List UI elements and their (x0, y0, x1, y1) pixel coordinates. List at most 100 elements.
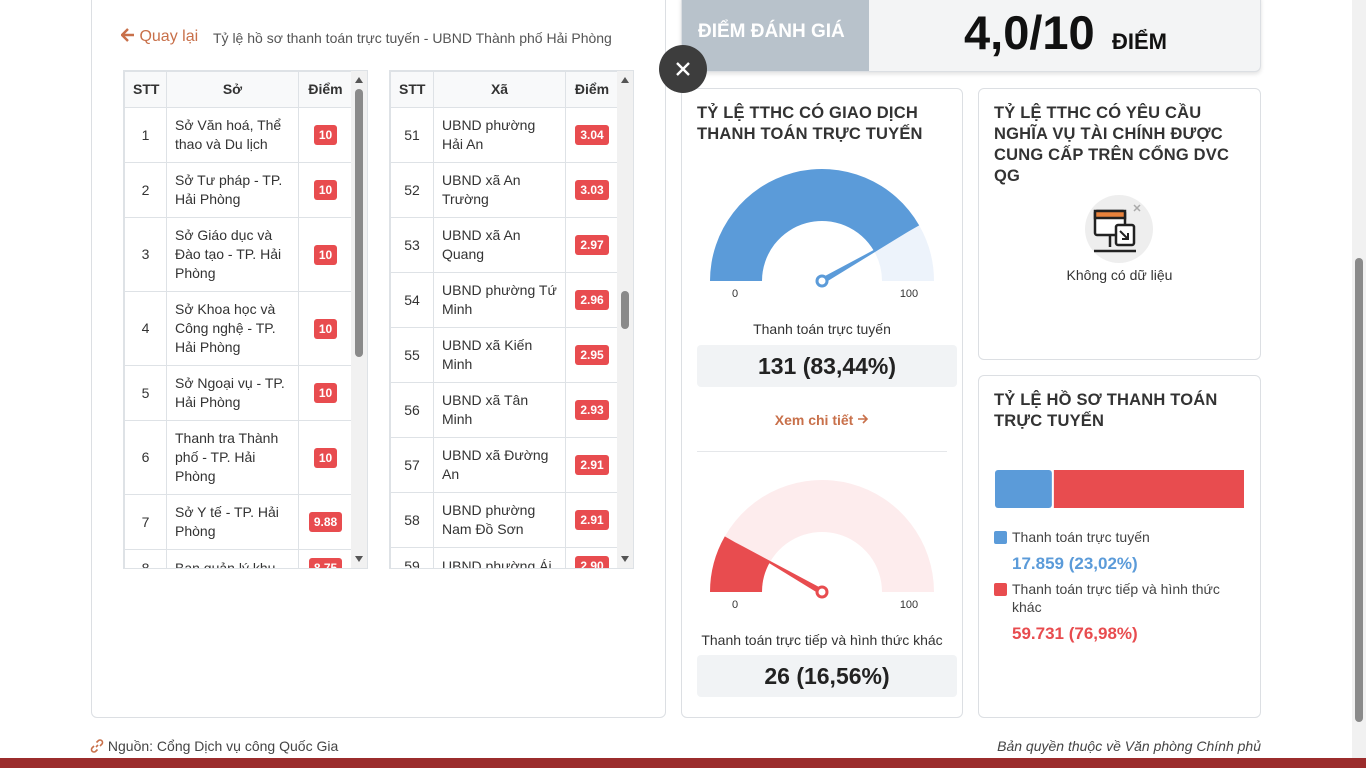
score-badge: 2.95 (575, 345, 609, 365)
name-cell: UBND phường Ái (433, 547, 566, 568)
table-body: 51 UBND phường Hải An 3.04 52 UBND xã An Trư… (390, 107, 619, 568)
stt-cell: 7 (124, 494, 167, 550)
score-cell: 10 (298, 162, 353, 218)
name-cell: UBND xã An Trường (433, 162, 566, 218)
score-cell: 10 (298, 420, 353, 495)
bottom-bar (0, 758, 1366, 768)
score-cell: 2.91 (565, 437, 619, 493)
gauge-value: 131 (83,44%) (697, 345, 957, 387)
score-badge: 10 (313, 447, 338, 468)
table-row: 8 Ban quản lý khu 8.75 (124, 549, 353, 568)
table-xa: STT Xã Điểm 51 UBND phường Hải An 3.04 52 UBND … (389, 70, 634, 569)
card-title: TỶ LỆ TTHC CÓ GIAO DỊCH THANH TOÁN TRỰC … (697, 104, 923, 143)
detail-link[interactable]: Xem chi tiết (682, 412, 962, 428)
score-cell: 10 (298, 365, 353, 421)
score-badge: 10 (313, 244, 338, 265)
table-head: STT Sở Điểm (124, 71, 353, 108)
table-body: 1 Sở Văn hoá, Thể thao và Du lịch 10 2 Sở Tư… (124, 107, 353, 568)
score-cell: 10 (298, 291, 353, 366)
table-row: 54 UBND phường Tứ Minh 2.96 (390, 272, 619, 328)
score-value: 4,0/10 (964, 6, 1095, 59)
close-button[interactable] (659, 45, 707, 93)
name-cell: UBND xã Tân Minh (433, 382, 566, 438)
score-cell: 10 (298, 107, 353, 163)
scrollbar (351, 71, 367, 568)
score-badge: 2.90 (575, 556, 609, 568)
score-badge: 2.93 (575, 400, 609, 420)
stt-cell: 8 (124, 549, 167, 568)
name-cell: UBND xã Đường An (433, 437, 566, 493)
legend-value: 59.731 (76,98%) (1012, 624, 1138, 643)
score-badge: 3.04 (575, 125, 609, 145)
arrow-icon (858, 414, 869, 424)
score-badge: 2.96 (575, 290, 609, 310)
name-cell: Sở Văn hoá, Thể thao và Du lịch (166, 107, 299, 163)
card-ratio (978, 375, 1261, 718)
scrollbar (617, 71, 633, 568)
header-cell: STT (390, 71, 434, 108)
score-cell: 2.97 (565, 217, 619, 273)
legend-swatch (994, 583, 1007, 596)
header-cell: Điểm (298, 71, 353, 108)
score-cell: 10 (298, 217, 353, 292)
header-row: STT Xã Điểm (390, 71, 619, 108)
stt-cell: 54 (390, 272, 434, 328)
score-badge: 8.75 (308, 558, 343, 568)
detail-link-text: Xem chi tiết (774, 412, 854, 428)
stt-cell: 56 (390, 382, 434, 438)
name-cell: Sở Tư pháp - TP. Hải Phòng (166, 162, 299, 218)
empty-icon (1085, 195, 1153, 263)
header-cell: STT (124, 71, 167, 108)
name-cell: UBND xã Kiến Minh (433, 327, 566, 383)
table: STT Sở Điểm 1 Sở Văn hoá, Thể thao và Du lịc… (124, 71, 353, 568)
divider (697, 451, 947, 452)
card-title: TỶ LỆ TTHC CÓ YÊU CẦU NGHĨA VỤ TÀI CHÍNH… (994, 104, 1230, 185)
back-text: Quay lại (139, 28, 199, 45)
page-scrollbar (1352, 0, 1366, 758)
card-online (681, 88, 963, 718)
stt-cell: 59 (390, 547, 434, 568)
score-badge: 9.88 (308, 512, 343, 532)
legend-value: 17.859 (23,02%) (1012, 554, 1138, 573)
score-badge: 10 (313, 125, 338, 145)
stt-cell: 55 (390, 327, 434, 383)
score-cell: 3.03 (565, 162, 619, 218)
score-badge: 10 (313, 318, 338, 339)
header-row: STT Sở Điểm (124, 71, 353, 108)
legend-item: Thanh toán trực tuyến 17.859 (23,02%) (994, 528, 1244, 574)
stt-cell: 52 (390, 162, 434, 218)
card-title: TỶ LỆ HỒ SƠ THANH TOÁN TRỰC TUYẾN (994, 391, 1218, 430)
source-text: Nguồn: Cổng Dịch vụ công Quốc Gia (107, 738, 339, 754)
name-cell: Sở Ngoại vụ - TP. Hải Phòng (166, 365, 299, 421)
scroll-arrows (355, 77, 363, 562)
table-row: 2 Sở Tư pháp - TP. Hải Phòng 10 (124, 162, 353, 218)
breadcrumb: Tỷ lệ hồ sơ thanh toán trực tuyến - UBND… (213, 30, 612, 46)
table-so: STT Sở Điểm 1 Sở Văn hoá, Thể thao và Du lịc… (123, 70, 368, 569)
stt-cell: 4 (124, 291, 167, 366)
score-cell: 9.88 (298, 494, 353, 550)
score-badge: 2.97 (575, 235, 609, 255)
gauge-label: Thanh toán trực tuyến (753, 321, 891, 337)
scroll-thumb[interactable] (1355, 258, 1363, 722)
scroll-arrows (621, 77, 629, 562)
stt-cell: 2 (124, 162, 167, 218)
table-row: 58 UBND phường Nam Đồ Sơn 2.91 (390, 492, 619, 548)
score-cell: 2.96 (565, 272, 619, 328)
table-row: 56 UBND xã Tân Minh 2.93 (390, 382, 619, 438)
table-row: 52 UBND xã An Trường 3.03 (390, 162, 619, 218)
score-cell: 2.90 (565, 547, 619, 568)
stt-cell: 6 (124, 420, 167, 495)
name-cell: Thanh tra Thành phố - TP. Hải Phòng (166, 420, 299, 495)
stt-cell: 3 (124, 217, 167, 292)
score-cell: 2.91 (565, 492, 619, 548)
table-row: 6 Thanh tra Thành phố - TP. Hải Phòng 10 (124, 420, 353, 495)
back-link[interactable]: Quay lại (120, 28, 199, 46)
score-cell: 3.04 (565, 107, 619, 163)
table-row: 1 Sở Văn hoá, Thể thao và Du lịch 10 (124, 107, 353, 163)
table-row: 3 Sở Giáo dục và Đào tạo - TP. Hải Phòng 1… (124, 217, 353, 292)
header-cell: Sở (166, 71, 299, 108)
empty-text: Không có dữ liệu (1066, 267, 1173, 283)
name-cell: UBND phường Hải An (433, 107, 566, 163)
